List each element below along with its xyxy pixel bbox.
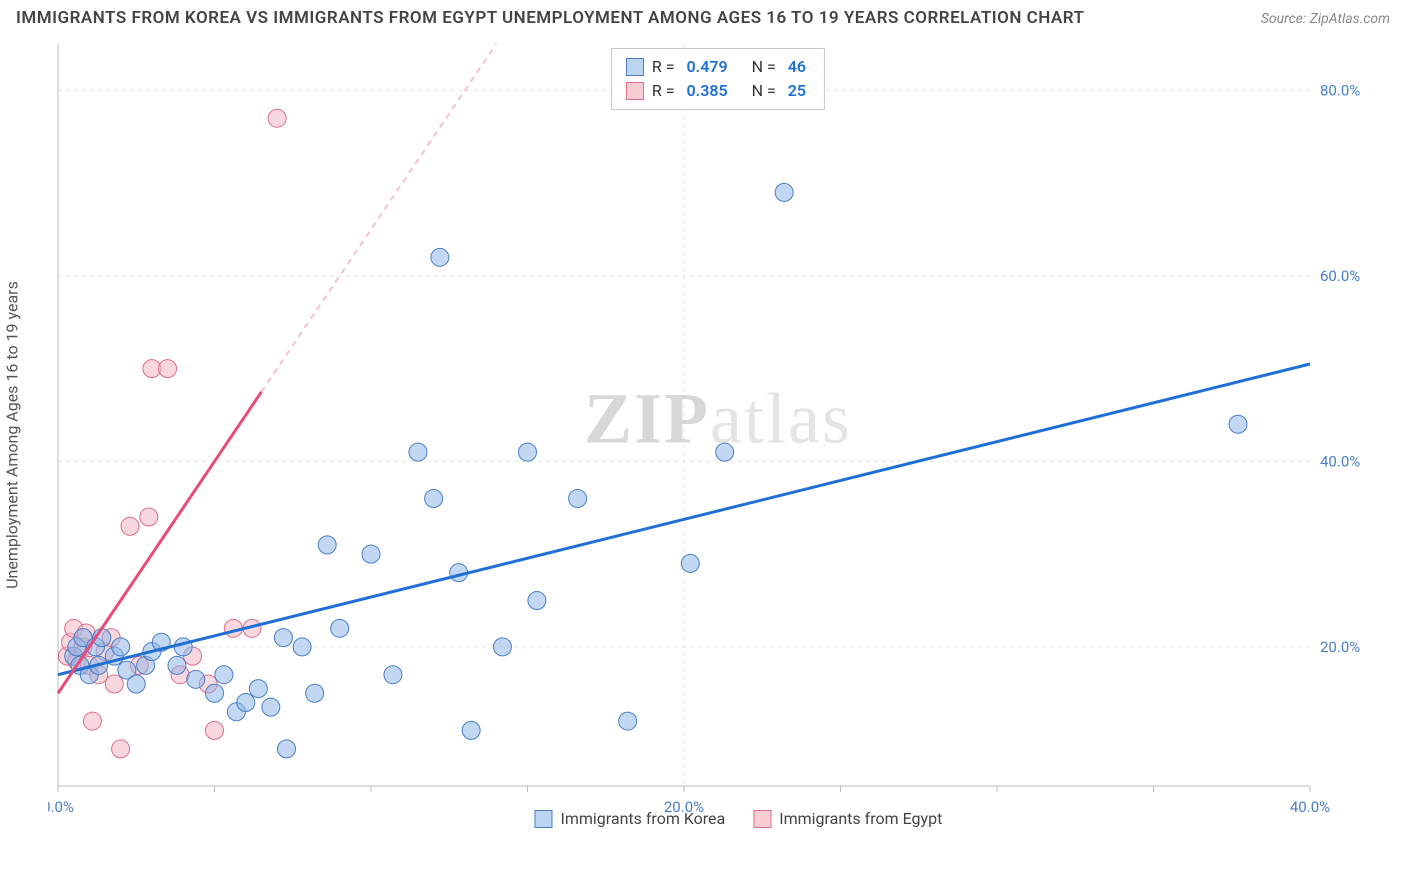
y-axis-label: Unemployment Among Ages 16 to 19 years <box>3 281 22 589</box>
title-bar: IMMIGRANTS FROM KOREA VS IMMIGRANTS FROM… <box>0 0 1406 32</box>
r-label: R = <box>652 79 675 103</box>
legend-label-korea: Immigrants from Korea <box>560 809 725 828</box>
legend-item-egypt: Immigrants from Egypt <box>753 809 942 828</box>
source-label: Source: ZipAtlas.com <box>1261 11 1390 27</box>
stats-row-korea: R = 0.479 N = 46 <box>626 55 810 79</box>
chart-title: IMMIGRANTS FROM KOREA VS IMMIGRANTS FROM… <box>16 8 1085 28</box>
svg-text:60.0%: 60.0% <box>1320 267 1360 285</box>
r-value-korea: 0.479 <box>683 55 732 79</box>
swatch-korea <box>626 58 644 76</box>
n-value-egypt: 25 <box>784 79 810 103</box>
plot-area: Unemployment Among Ages 16 to 19 years 2… <box>48 40 1388 830</box>
r-label: R = <box>652 55 675 79</box>
svg-text:20.0%: 20.0% <box>1320 638 1360 656</box>
stats-legend: R = 0.479 N = 46 R = 0.385 N = 25 <box>611 48 825 110</box>
n-value-korea: 46 <box>784 55 810 79</box>
legend-label-egypt: Immigrants from Egypt <box>779 809 942 828</box>
r-value-egypt: 0.385 <box>683 79 732 103</box>
n-label: N = <box>752 79 776 103</box>
swatch-korea <box>534 810 552 828</box>
swatch-egypt <box>753 810 771 828</box>
swatch-egypt <box>626 82 644 100</box>
series-legend: Immigrants from Korea Immigrants from Eg… <box>534 809 942 828</box>
svg-text:40.0%: 40.0% <box>1290 798 1330 816</box>
scatter-plot: 20.0%40.0%60.0%80.0%0.0%20.0%40.0% <box>48 40 1388 830</box>
legend-item-korea: Immigrants from Korea <box>534 809 725 828</box>
stats-row-egypt: R = 0.385 N = 25 <box>626 79 810 103</box>
svg-text:80.0%: 80.0% <box>1320 81 1360 99</box>
svg-text:0.0%: 0.0% <box>48 798 74 816</box>
n-label: N = <box>752 55 776 79</box>
svg-text:40.0%: 40.0% <box>1320 452 1360 470</box>
